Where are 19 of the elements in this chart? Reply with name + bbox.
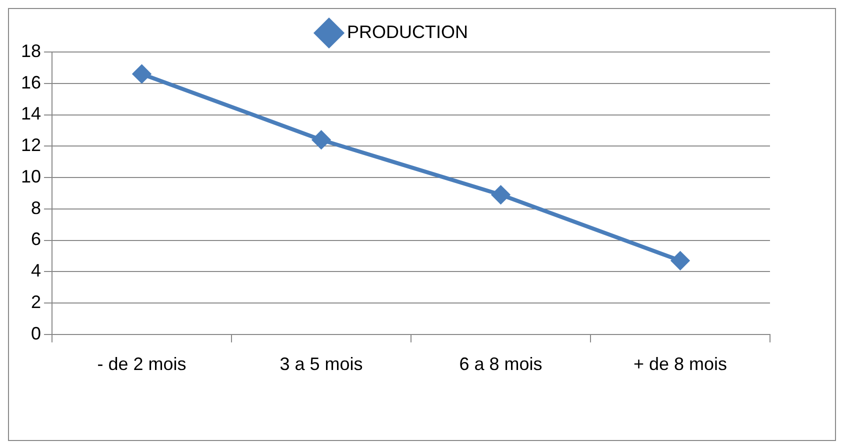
x-tick-label: 6 a 8 mois bbox=[459, 354, 542, 374]
point bbox=[492, 186, 510, 204]
point bbox=[671, 252, 690, 270]
x-tick-label: 3 a 5 mois bbox=[280, 354, 363, 374]
y-tick-label: 12 bbox=[20, 135, 42, 156]
y-tick-label: 2 bbox=[31, 292, 42, 312]
point bbox=[132, 64, 151, 83]
y-tick-label: 6 bbox=[31, 229, 42, 250]
y-tick-label: 10 bbox=[20, 166, 42, 186]
x-tick-label: + de 8 mois bbox=[633, 354, 728, 374]
y-tick-label: 0 bbox=[31, 323, 42, 344]
y-tick-label: 16 bbox=[20, 72, 42, 92]
y-tick-label: 18 bbox=[20, 40, 42, 61]
y-tick-label: 4 bbox=[31, 260, 42, 281]
x-tick-label: - de 2 mois bbox=[97, 354, 186, 374]
point bbox=[312, 130, 330, 149]
y-tick-label: 14 bbox=[20, 104, 42, 124]
legend-label: PRODUCTION bbox=[347, 22, 468, 42]
y-tick-label: 8 bbox=[31, 198, 42, 218]
